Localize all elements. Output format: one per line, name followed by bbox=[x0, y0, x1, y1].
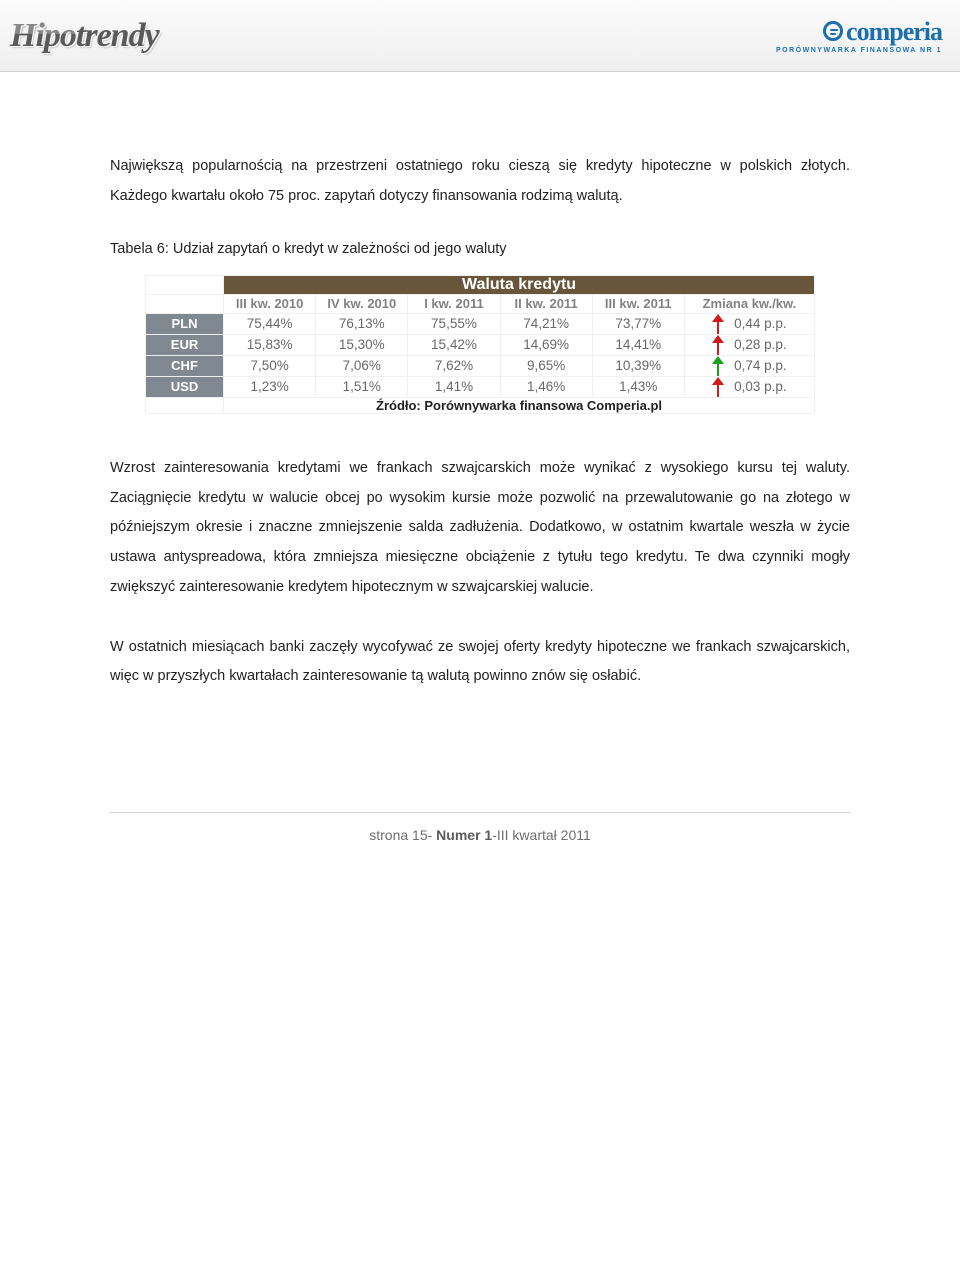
row-label: PLN bbox=[146, 313, 224, 334]
cell: 75,55% bbox=[408, 313, 500, 334]
cell: 15,30% bbox=[316, 334, 408, 355]
table-column-headers: III kw. 2010 IV kw. 2010 I kw. 2011 II k… bbox=[146, 295, 815, 314]
comperia-brand-text: comperia bbox=[846, 17, 942, 46]
table-title: Waluta kredytu bbox=[224, 276, 815, 295]
cell: 1,46% bbox=[500, 376, 592, 397]
col-header: II kw. 2011 bbox=[500, 295, 592, 314]
change-value: 0,74 p.p. bbox=[734, 358, 787, 373]
footer-bold: Numer 1 bbox=[436, 827, 492, 843]
cell: 1,51% bbox=[316, 376, 408, 397]
cell: 73,77% bbox=[592, 313, 684, 334]
table-row: PLN 75,44% 76,13% 75,55% 74,21% 73,77% 0… bbox=[146, 313, 815, 334]
col-header: I kw. 2011 bbox=[408, 295, 500, 314]
intro-paragraph: Największą popularnością na przestrzeni … bbox=[110, 152, 850, 211]
col-header: III kw. 2010 bbox=[224, 295, 316, 314]
arrow-up-icon bbox=[712, 377, 724, 397]
cell: 7,50% bbox=[224, 355, 316, 376]
cell: 10,39% bbox=[592, 355, 684, 376]
change-cell: 0,03 p.p. bbox=[684, 376, 814, 397]
change-cell: 0,28 p.p. bbox=[684, 334, 814, 355]
change-value: 0,44 p.p. bbox=[734, 316, 787, 331]
body-paragraph-2: Wzrost zainteresowania kredytami we fran… bbox=[110, 454, 850, 603]
logo-hipotrendy: Hipotrendy bbox=[10, 17, 159, 55]
currency-table: Waluta kredytu III kw. 2010 IV kw. 2010 … bbox=[145, 275, 815, 414]
cell: 1,41% bbox=[408, 376, 500, 397]
arrow-up-icon bbox=[712, 314, 724, 334]
cell: 76,13% bbox=[316, 313, 408, 334]
cell: 9,65% bbox=[500, 355, 592, 376]
change-value: 0,03 p.p. bbox=[734, 379, 787, 394]
cell: 14,41% bbox=[592, 334, 684, 355]
table-row: CHF 7,50% 7,06% 7,62% 9,65% 10,39% 0,74 … bbox=[146, 355, 815, 376]
comperia-tagline: PORÓWNYWARKA FINANSOWA NR 1 bbox=[776, 47, 942, 54]
table-row: EUR 15,83% 15,30% 15,42% 14,69% 14,41% 0… bbox=[146, 334, 815, 355]
cell: 75,44% bbox=[224, 313, 316, 334]
cell: 7,62% bbox=[408, 355, 500, 376]
change-cell: 0,44 p.p. bbox=[684, 313, 814, 334]
cell: 1,23% bbox=[224, 376, 316, 397]
body-paragraph-3: W ostatnich miesiącach banki zaczęły wyc… bbox=[110, 633, 850, 692]
change-cell: 0,74 p.p. bbox=[684, 355, 814, 376]
arrow-up-icon bbox=[712, 335, 724, 355]
cell: 7,06% bbox=[316, 355, 408, 376]
page-footer: strona 15- Numer 1-III kwartał 2011 bbox=[0, 813, 960, 873]
arrow-up-icon bbox=[712, 356, 724, 376]
cell: 74,21% bbox=[500, 313, 592, 334]
row-label: CHF bbox=[146, 355, 224, 376]
col-header: III kw. 2011 bbox=[592, 295, 684, 314]
footer-prefix: strona 15- bbox=[369, 827, 436, 843]
footer-suffix: -III kwartał 2011 bbox=[492, 827, 591, 843]
page-header: Hipotrendy comperia PORÓWNYWARKA FINANSO… bbox=[0, 0, 960, 72]
row-label: EUR bbox=[146, 334, 224, 355]
cell: 1,43% bbox=[592, 376, 684, 397]
cell: 15,83% bbox=[224, 334, 316, 355]
row-label: USD bbox=[146, 376, 224, 397]
page-content: Największą popularnością na przestrzeni … bbox=[0, 72, 960, 752]
logo-comperia: comperia PORÓWNYWARKA FINANSOWA NR 1 bbox=[776, 17, 942, 54]
change-value: 0,28 p.p. bbox=[734, 337, 787, 352]
table-source-row: Źródło: Porównywarka finansowa Comperia.… bbox=[146, 397, 815, 413]
col-header: IV kw. 2010 bbox=[316, 295, 408, 314]
table-row: USD 1,23% 1,51% 1,41% 1,46% 1,43% 0,03 p… bbox=[146, 376, 815, 397]
cell: 15,42% bbox=[408, 334, 500, 355]
table-source: Źródło: Porównywarka finansowa Comperia.… bbox=[224, 397, 815, 413]
table-caption: Tabela 6: Udział zapytań o kredyt w zale… bbox=[110, 241, 850, 257]
cell: 14,69% bbox=[500, 334, 592, 355]
col-header: Zmiana kw./kw. bbox=[684, 295, 814, 314]
